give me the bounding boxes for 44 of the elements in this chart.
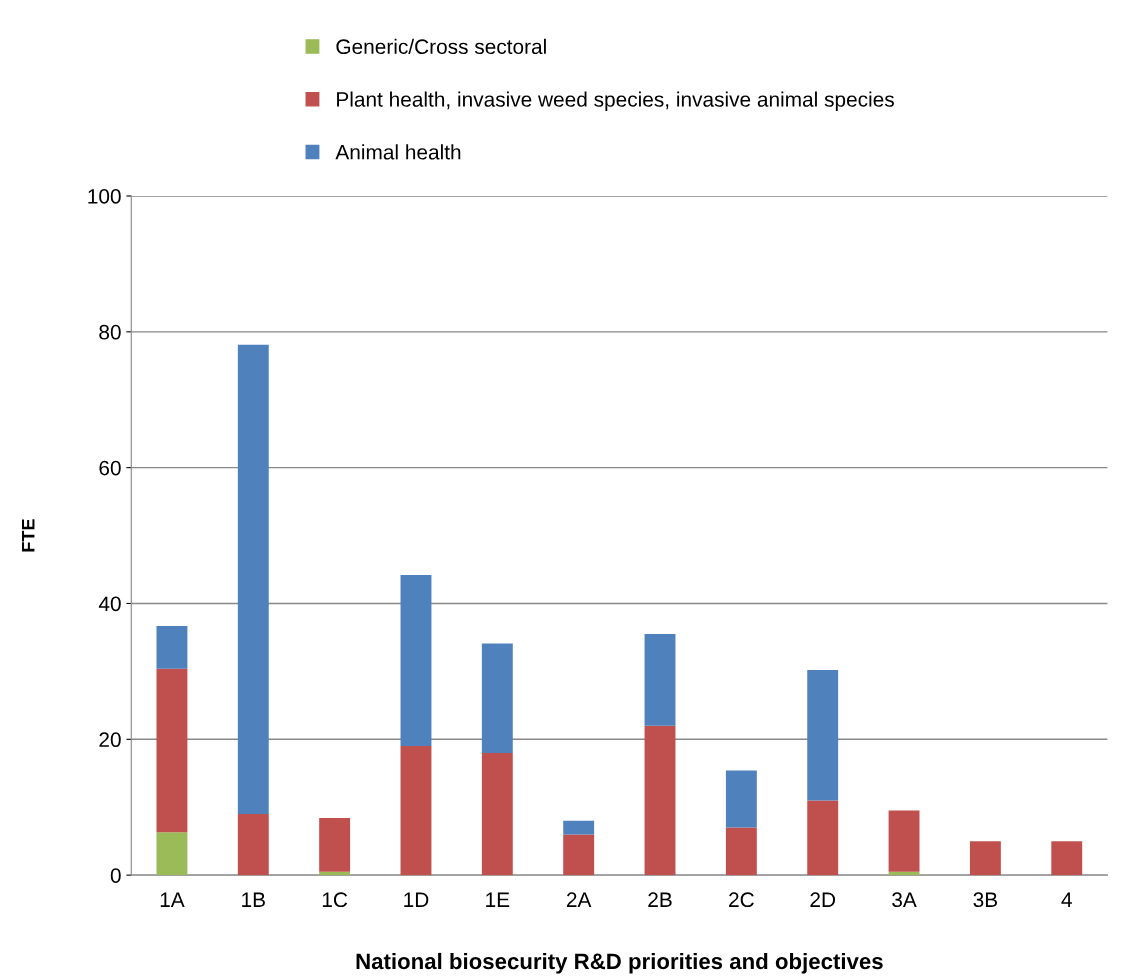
x-tick-label: 1C: [322, 892, 348, 908]
x-tick-label: 2A: [566, 892, 592, 907]
x-tick-label: 1D: [404, 892, 429, 907]
bar: [1051, 841, 1083, 876]
x-tick-label: 1A: [160, 892, 185, 907]
y-tick-label: 0: [110, 868, 121, 883]
bar: [563, 820, 595, 835]
legend-label: Generic/Cross sectoral: [336, 38, 546, 55]
y-tick-label: 20: [99, 732, 121, 748]
bar: [237, 814, 269, 876]
bar: [725, 827, 757, 876]
x-tick-label: 1B: [242, 892, 265, 907]
bar: [319, 818, 351, 872]
x-tick-label: 3B: [973, 892, 998, 908]
y-tick-label: 100: [88, 189, 121, 204]
bar: [888, 810, 920, 872]
x-axis-title: National biosecurity R&D priorities and objectives: [356, 952, 883, 974]
bar: [156, 668, 188, 833]
bar: [156, 832, 188, 876]
bar: [400, 746, 432, 876]
bar: [481, 643, 513, 753]
bar: [969, 841, 1001, 876]
x-tick-label: 4: [1061, 892, 1072, 907]
legend-label: Animal health: [335, 144, 461, 160]
bar: [563, 834, 595, 876]
bar: [807, 670, 839, 801]
x-tick-label: 2D: [810, 892, 836, 907]
legend-label: Plant health, invasive weed species, invasive animal species: [337, 91, 894, 111]
bar: [481, 752, 513, 876]
x-tick-label: 2B: [648, 892, 672, 907]
y-tick-label: 80: [99, 324, 121, 340]
x-tick-label: 1E: [486, 892, 510, 907]
bar: [807, 800, 839, 876]
y-tick-label: 60: [99, 460, 121, 476]
bar: [237, 344, 269, 815]
bar: [644, 725, 676, 876]
y-axis-title: FTE: [22, 519, 35, 552]
x-tick-label: 3A: [892, 892, 917, 908]
bar: [725, 770, 757, 828]
y-tick-label: 40: [98, 596, 121, 612]
bar: [156, 625, 188, 669]
x-tick-label: 2C: [729, 892, 754, 908]
bar: [400, 574, 432, 747]
bar: [644, 634, 676, 726]
